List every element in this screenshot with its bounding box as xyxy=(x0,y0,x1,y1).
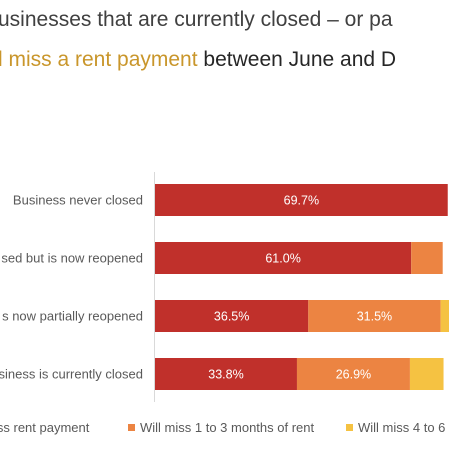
legend-swatch xyxy=(346,424,353,431)
chart-title-line-1: usinesses that are currently closed – or… xyxy=(0,8,393,31)
title-segment: between June and D xyxy=(198,48,396,71)
bar-segment xyxy=(409,358,444,390)
category-label: siness is currently closed xyxy=(0,367,143,382)
legend: iss rent payment Will miss 1 to 3 months … xyxy=(0,420,445,435)
data-label: 26.9% xyxy=(336,368,371,382)
chart-title-line-2: l miss a rent payment between June and D xyxy=(0,48,396,71)
bar-segment xyxy=(411,242,443,274)
category-labels: Business never closed sed but is now reop… xyxy=(0,193,143,382)
title-segment: l miss a rent payment xyxy=(0,48,198,71)
chart-title: usinesses that are currently closed – or… xyxy=(0,8,396,71)
bar-segment xyxy=(155,300,309,332)
bar-segment xyxy=(155,358,297,390)
data-label: 61.0% xyxy=(265,252,300,266)
title-segment: usinesses that are currently closed – or… xyxy=(0,8,393,31)
bars xyxy=(155,184,449,390)
legend-swatch xyxy=(128,424,135,431)
data-label: 69.7% xyxy=(284,194,319,208)
bar-segment xyxy=(155,184,448,216)
category-label: s now partially reopened xyxy=(2,309,143,324)
category-label: Business never closed xyxy=(13,193,143,208)
data-labels: 69.7% 61.0% 36.5% 31.5% 33.8% 26.9% xyxy=(208,194,392,382)
bar-segment xyxy=(155,242,412,274)
data-label: 31.5% xyxy=(357,310,392,324)
data-label: 36.5% xyxy=(214,310,249,324)
bar-segment xyxy=(296,358,410,390)
legend-label: Will miss 1 to 3 months of rent xyxy=(140,420,314,435)
legend-label: Will miss 4 to 6 xyxy=(358,420,445,435)
category-label: sed but is now reopened xyxy=(1,251,143,266)
bar-segment xyxy=(440,300,449,332)
legend-label: iss rent payment xyxy=(0,420,90,435)
data-label: 33.8% xyxy=(208,368,243,382)
bar-segment xyxy=(308,300,441,332)
